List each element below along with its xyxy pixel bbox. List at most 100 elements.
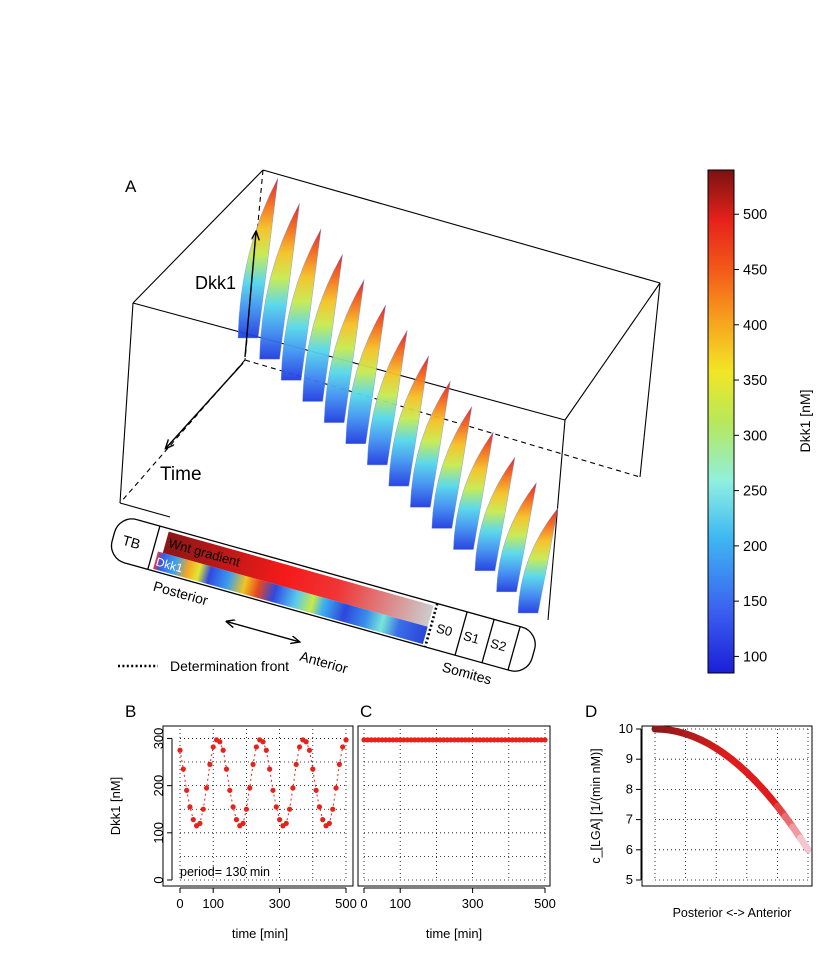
data-point bbox=[408, 737, 414, 743]
panel-b-axes: 0 100 300 500 0 100 200 300 bbox=[151, 728, 357, 911]
ridge bbox=[410, 380, 451, 508]
data-point bbox=[227, 787, 233, 793]
panel-d-plot-area bbox=[641, 725, 813, 887]
data-point bbox=[247, 785, 253, 791]
data-point bbox=[455, 737, 461, 743]
panel-c-label: C bbox=[360, 702, 372, 721]
data-point bbox=[404, 737, 411, 743]
data-point bbox=[340, 744, 346, 750]
data-point bbox=[441, 737, 447, 743]
data-point bbox=[217, 739, 223, 745]
ridge bbox=[237, 177, 279, 339]
panel-b-xlabel: time [min] bbox=[232, 926, 288, 941]
somite-divider-3 bbox=[507, 626, 521, 671]
dkk1-surface bbox=[237, 177, 559, 614]
panel-c-points bbox=[361, 737, 548, 743]
panel-d-label: D bbox=[585, 702, 597, 721]
data-point bbox=[260, 739, 266, 745]
panel-c: C 0 100 300 500 time [min] bbox=[357, 702, 556, 941]
data-point bbox=[184, 787, 190, 793]
x-tick-label: 300 bbox=[462, 896, 484, 911]
data-point bbox=[390, 737, 396, 743]
dkk1-axis-arrow bbox=[244, 232, 256, 358]
data-point bbox=[462, 737, 468, 743]
ridge bbox=[367, 330, 408, 466]
panel-d-ylabel: c_[LGA] [1/(min nM)] bbox=[589, 748, 603, 863]
colorbar-ticks: 100 150 200 250 300 350 400 450 500 bbox=[734, 207, 767, 665]
panel-a: A Dkk1 Time bbox=[110, 169, 813, 688]
data-point bbox=[243, 806, 249, 812]
data-point bbox=[233, 817, 240, 823]
y-tick-label: 0 bbox=[151, 876, 166, 883]
ridge bbox=[517, 507, 559, 614]
tb-label: TB bbox=[121, 532, 143, 552]
data-point bbox=[426, 737, 432, 743]
data-point bbox=[502, 737, 508, 743]
ridge bbox=[388, 355, 429, 487]
time-axis-arrow bbox=[166, 362, 244, 448]
data-point bbox=[393, 737, 400, 743]
data-point bbox=[538, 737, 544, 743]
data-point bbox=[290, 785, 296, 791]
data-point bbox=[197, 820, 203, 826]
panel-c-plot-area bbox=[357, 725, 551, 887]
data-point bbox=[372, 737, 378, 743]
data-point bbox=[444, 737, 450, 743]
data-point bbox=[477, 737, 483, 743]
panel-b-label: B bbox=[125, 702, 136, 721]
somite-s0-label: S0 bbox=[435, 621, 454, 640]
data-point bbox=[437, 737, 443, 743]
x-tick-label: 100 bbox=[389, 896, 411, 911]
data-point bbox=[448, 737, 454, 743]
y-tick-label: 6 bbox=[626, 842, 633, 857]
data-point bbox=[253, 744, 259, 750]
panel-c-xlabel: time [min] bbox=[426, 926, 482, 941]
determination-front-line bbox=[423, 603, 439, 648]
data-point bbox=[230, 804, 236, 810]
data-point bbox=[506, 737, 512, 743]
y-tick-label: 10 bbox=[619, 721, 633, 736]
data-point bbox=[375, 737, 382, 743]
data-point bbox=[203, 785, 210, 791]
panel-a-label: A bbox=[125, 177, 137, 196]
data-point bbox=[286, 806, 293, 812]
y-tick-label: 200 bbox=[151, 775, 166, 797]
legend-label: Determination front bbox=[170, 658, 289, 674]
data-point bbox=[190, 817, 196, 823]
colorbar-tick-label: 250 bbox=[743, 484, 767, 500]
x-tick-label: 100 bbox=[202, 896, 224, 911]
dkk1-bar bbox=[153, 551, 428, 645]
x-tick-label: 0 bbox=[176, 896, 183, 911]
data-point bbox=[531, 737, 537, 743]
colorbar-tick-label: 400 bbox=[743, 318, 767, 334]
data-point bbox=[383, 737, 389, 743]
panel-d-axes: 5 6 7 8 9 10 bbox=[619, 721, 642, 887]
somite-divider-1 bbox=[454, 611, 468, 656]
x-tick-label: 0 bbox=[360, 896, 367, 911]
data-point bbox=[320, 817, 326, 823]
data-point bbox=[397, 737, 403, 743]
data-point bbox=[270, 787, 276, 793]
data-point bbox=[473, 737, 479, 743]
y-tick-label: 9 bbox=[626, 751, 633, 766]
ridge bbox=[259, 203, 300, 360]
data-point bbox=[433, 737, 439, 743]
colorbar-tick-label: 500 bbox=[743, 207, 767, 223]
data-point bbox=[520, 737, 526, 743]
y-tick-label: 7 bbox=[626, 812, 633, 827]
data-point bbox=[459, 737, 465, 743]
data-point bbox=[277, 817, 283, 823]
data-point bbox=[495, 737, 501, 743]
data-point bbox=[535, 737, 541, 743]
data-point bbox=[180, 766, 186, 772]
x-tick-label: 300 bbox=[269, 896, 291, 911]
ridge bbox=[474, 457, 516, 571]
somite-s2-label: S2 bbox=[489, 636, 508, 655]
colorbar-tick-label: 200 bbox=[743, 539, 767, 555]
panel-d: D 5 6 7 8 9 10 Posterior <-> Anterior c_[LGA]… bbox=[585, 702, 813, 920]
data-point bbox=[470, 737, 476, 743]
data-point bbox=[220, 747, 226, 753]
data-point bbox=[250, 761, 256, 767]
ridge bbox=[345, 304, 386, 444]
data-point bbox=[343, 737, 349, 743]
